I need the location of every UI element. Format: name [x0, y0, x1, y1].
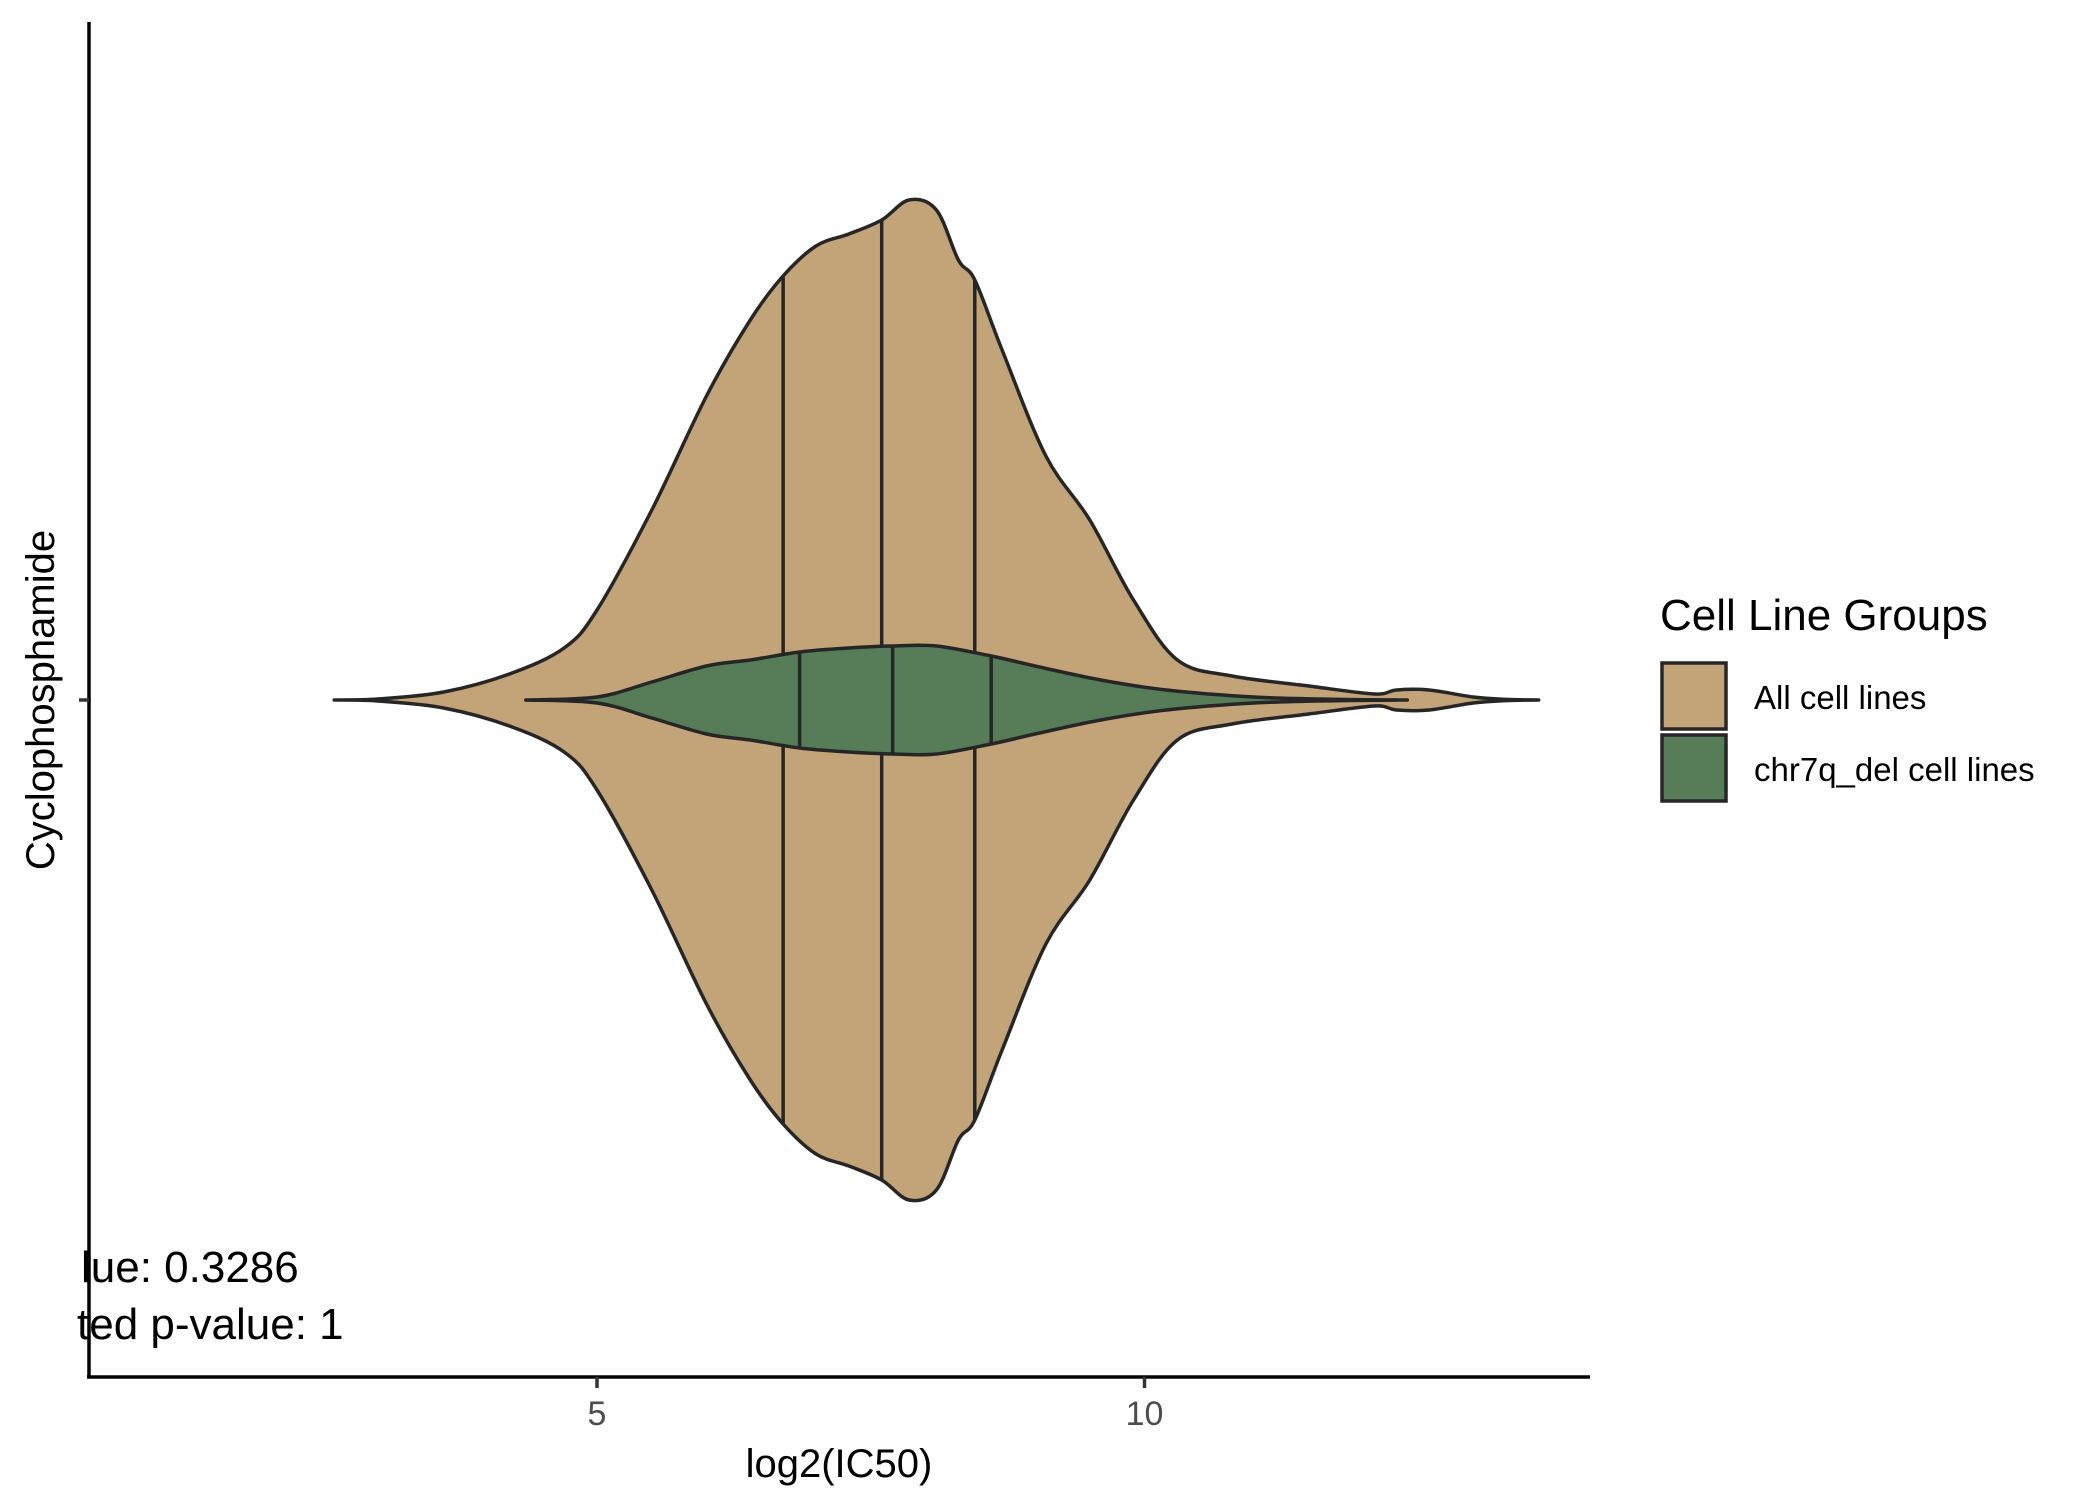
- legend-label-chr7q-del-cell-lines: chr7q_del cell lines: [1754, 751, 2035, 788]
- x-axis-ticks: 5 10: [588, 1377, 1164, 1433]
- p-value-annotation: lue: 0.3286: [81, 1243, 299, 1292]
- x-tick-label-5: 5: [588, 1395, 607, 1433]
- x-axis-title: log2(IC50): [746, 1442, 933, 1486]
- legend-swatch-all-cell-lines: [1660, 661, 1728, 731]
- violin-chr7q-del-cell-lines: [524, 643, 1410, 757]
- violin-layer: [332, 197, 1541, 1203]
- legend: Cell Line Groups All cell lines chr7q_de…: [1660, 591, 2035, 803]
- adjusted-p-value-annotation: ted p-value: 1: [77, 1300, 344, 1349]
- legend-swatch-chr7q-del-cell-lines: [1660, 733, 1728, 803]
- legend-label-all-cell-lines: All cell lines: [1754, 679, 1926, 716]
- axes: [79, 22, 1590, 1379]
- y-axis-title: Cyclophosphamide: [19, 530, 63, 870]
- x-tick-label-10: 10: [1126, 1395, 1164, 1433]
- legend-title: Cell Line Groups: [1660, 591, 1988, 640]
